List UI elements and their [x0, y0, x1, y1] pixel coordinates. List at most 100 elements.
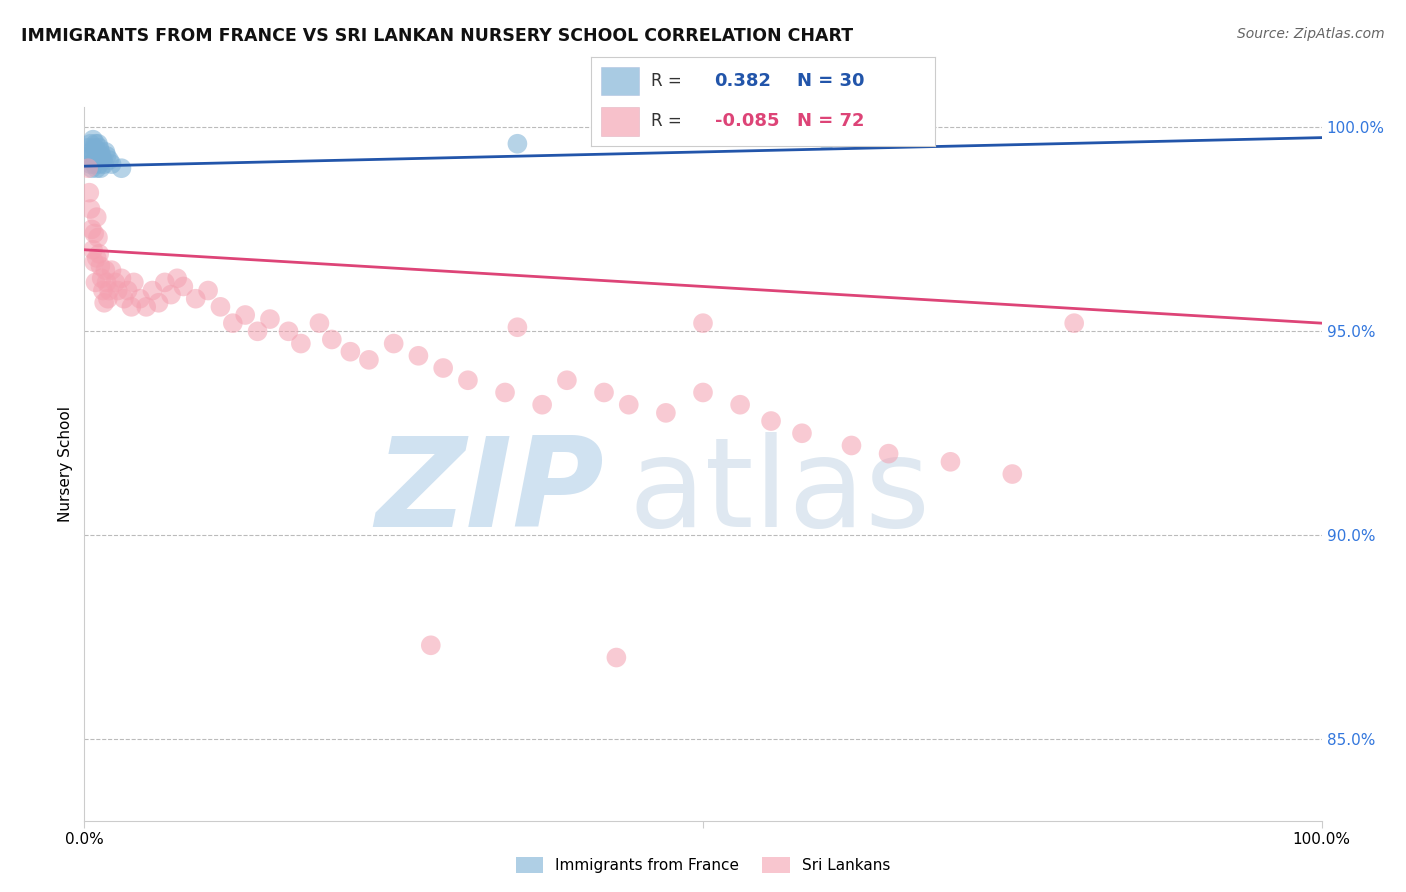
- Point: [84, 136, 107, 151]
- Point: [82, 149, 104, 163]
- Point: [89, 145, 111, 159]
- Point: [877, 447, 900, 461]
- Point: [80, 222, 103, 236]
- Point: [457, 373, 479, 387]
- Point: [79, 149, 101, 163]
- Point: [83, 255, 105, 269]
- Point: [84, 276, 107, 290]
- Point: [655, 406, 678, 420]
- Point: [89, 259, 111, 273]
- Point: [90, 149, 112, 163]
- Point: [83, 141, 105, 155]
- Point: [122, 276, 145, 290]
- Point: [531, 398, 554, 412]
- Point: [841, 438, 863, 452]
- Bar: [600, 67, 638, 95]
- Point: [107, 284, 129, 298]
- Point: [120, 300, 142, 314]
- Point: [277, 324, 299, 338]
- Point: [494, 385, 516, 400]
- Point: [408, 349, 430, 363]
- Point: [89, 247, 111, 261]
- Point: [84, 153, 107, 167]
- Point: [79, 186, 101, 200]
- Text: IMMIGRANTS FROM FRANCE VS SRI LANKAN NURSERY SCHOOL CORRELATION CHART: IMMIGRANTS FROM FRANCE VS SRI LANKAN NUR…: [21, 27, 853, 45]
- Text: N = 72: N = 72: [797, 112, 865, 130]
- Point: [91, 284, 114, 298]
- Point: [357, 352, 380, 367]
- Point: [93, 157, 115, 171]
- Bar: [600, 107, 638, 136]
- Point: [692, 385, 714, 400]
- Point: [80, 145, 103, 159]
- Text: -0.085: -0.085: [714, 112, 779, 130]
- Point: [222, 316, 245, 330]
- Point: [339, 344, 361, 359]
- Point: [432, 361, 454, 376]
- Point: [90, 271, 112, 285]
- Point: [1063, 316, 1085, 330]
- Point: [83, 227, 105, 241]
- Point: [259, 312, 281, 326]
- Point: [100, 157, 122, 171]
- Text: ZIP: ZIP: [375, 432, 605, 553]
- Point: [184, 292, 207, 306]
- Point: [166, 271, 188, 285]
- Point: [110, 161, 132, 176]
- Point: [141, 284, 163, 298]
- Point: [506, 136, 529, 151]
- Point: [506, 320, 529, 334]
- Point: [1001, 467, 1024, 481]
- Point: [77, 161, 100, 176]
- Point: [77, 141, 100, 155]
- Point: [82, 133, 104, 147]
- Point: [96, 276, 118, 290]
- Point: [80, 161, 103, 176]
- Point: [86, 251, 108, 265]
- Text: Source: ZipAtlas.com: Source: ZipAtlas.com: [1237, 27, 1385, 41]
- Y-axis label: Nursery School: Nursery School: [58, 406, 73, 522]
- Point: [98, 284, 121, 298]
- Point: [96, 149, 118, 163]
- Point: [605, 650, 627, 665]
- Text: R =: R =: [651, 72, 682, 90]
- Point: [382, 336, 405, 351]
- Text: atlas: atlas: [628, 432, 931, 553]
- Point: [87, 230, 110, 244]
- Point: [308, 316, 330, 330]
- Point: [86, 210, 108, 224]
- Legend: Immigrants from France, Sri Lankans: Immigrants from France, Sri Lankans: [508, 849, 898, 880]
- Point: [153, 276, 176, 290]
- Point: [233, 308, 256, 322]
- Point: [93, 295, 115, 310]
- Point: [100, 263, 122, 277]
- Point: [94, 263, 117, 277]
- Point: [110, 271, 132, 285]
- Point: [89, 161, 111, 176]
- Point: [89, 141, 111, 155]
- Point: [759, 414, 782, 428]
- Point: [86, 145, 108, 159]
- Point: [617, 398, 640, 412]
- Point: [83, 157, 105, 171]
- Point: [117, 284, 139, 298]
- Point: [209, 300, 232, 314]
- Point: [790, 426, 813, 441]
- Point: [79, 136, 101, 151]
- Point: [104, 276, 127, 290]
- Text: R =: R =: [651, 112, 682, 130]
- Text: 0.382: 0.382: [714, 72, 772, 90]
- Point: [87, 136, 110, 151]
- Point: [135, 300, 157, 314]
- Point: [89, 157, 111, 171]
- Point: [172, 279, 194, 293]
- Point: [79, 157, 101, 171]
- Point: [79, 202, 101, 216]
- Point: [815, 133, 838, 147]
- Point: [82, 243, 104, 257]
- Point: [728, 398, 751, 412]
- Point: [98, 153, 121, 167]
- Point: [197, 284, 219, 298]
- Point: [160, 287, 183, 301]
- Point: [87, 149, 110, 163]
